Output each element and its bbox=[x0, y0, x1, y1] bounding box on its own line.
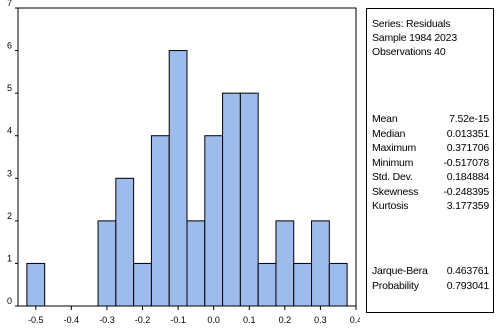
histogram-bar bbox=[26, 262, 46, 307]
histogram-bar bbox=[204, 135, 224, 307]
x-tick-label: -0.1 bbox=[170, 315, 186, 325]
stat-row-skewness: Skewness -0.248395 bbox=[372, 185, 489, 200]
y-tick-label: 3 bbox=[7, 168, 12, 178]
stats-header: Series: Residuals Sample 1984 2023 Obser… bbox=[372, 17, 457, 59]
stat-row-median: Median 0.013351 bbox=[372, 127, 489, 142]
descriptive-stats: Mean 7.52e-15 Median 0.013351 Maximum 0.… bbox=[372, 112, 489, 214]
histogram-bar bbox=[168, 50, 188, 307]
stat-row-jarque-bera: Jarque-Bera 0.463761 bbox=[372, 264, 489, 279]
histogram-bar bbox=[275, 220, 295, 307]
histogram-bar bbox=[115, 177, 135, 307]
stat-row-std-dev: Std. Dev. 0.184884 bbox=[372, 170, 489, 185]
histogram-bar bbox=[257, 262, 277, 307]
x-tick-label: -0.2 bbox=[135, 315, 151, 325]
histogram-bar bbox=[239, 92, 259, 307]
observation-count: Observations 40 bbox=[372, 46, 446, 58]
stat-value: -0.248395 bbox=[443, 185, 490, 198]
plot-frame bbox=[17, 7, 357, 307]
sample-range: Sample 1984 2023 bbox=[372, 32, 457, 44]
stat-label: Minimum bbox=[372, 156, 414, 169]
stat-label: Maximum bbox=[372, 142, 417, 154]
y-tick-label: 5 bbox=[7, 83, 12, 93]
stat-label: Kurtosis bbox=[372, 200, 409, 212]
stat-value: 0.184884 bbox=[446, 171, 489, 183]
x-tick-label: 0.4 bbox=[350, 315, 360, 325]
x-axis: -0.5 -0.4 -0.3 -0.2 -0.1 0.0 0.1 0.2 0.3 0.4 bbox=[28, 306, 360, 325]
histogram-bar bbox=[328, 262, 348, 307]
stat-row-minimum: Minimum -0.517078 bbox=[372, 156, 489, 171]
histogram-bar bbox=[97, 220, 117, 307]
stat-value: 0.013351 bbox=[446, 127, 489, 140]
stat-row-kurtosis: Kurtosis 3.177359 bbox=[372, 199, 489, 214]
stat-row-probability: Probability 0.793041 bbox=[372, 279, 489, 294]
histogram-bar bbox=[133, 262, 152, 307]
stat-row-mean: Mean 7.52e-15 bbox=[372, 112, 489, 127]
stat-label: Median bbox=[372, 127, 406, 140]
stat-row-maximum: Maximum 0.371706 bbox=[372, 141, 489, 156]
stat-label: Skewness bbox=[372, 185, 419, 198]
stat-label: Mean bbox=[372, 113, 398, 125]
y-tick-label: 7 bbox=[7, 0, 12, 8]
histogram-chart: 0 1 2 3 4 5 6 7 -0.5 -0.4 -0.3 -0.2 -0.1 0.0 0.1 0.2 0.… bbox=[7, 0, 360, 325]
histogram-bar bbox=[311, 220, 330, 307]
normality-test: Jarque-Bera 0.463761 Probability 0.79304… bbox=[372, 264, 489, 293]
x-tick-label: 0.0 bbox=[207, 315, 220, 325]
x-tick-label: 0.2 bbox=[279, 315, 292, 325]
histogram-bar bbox=[186, 220, 206, 307]
y-tick-label: 2 bbox=[7, 211, 12, 221]
y-tick-label: 0 bbox=[7, 296, 12, 306]
stat-value: 0.793041 bbox=[446, 279, 489, 292]
stat-label: Std. Dev. bbox=[372, 171, 413, 183]
stat-label: Jarque-Bera bbox=[372, 265, 428, 277]
stat-value: -0.517078 bbox=[443, 156, 490, 169]
x-tick-label: -0.5 bbox=[28, 315, 44, 325]
series-name: Series: Residuals bbox=[372, 18, 451, 30]
histogram-bar bbox=[222, 92, 241, 307]
x-tick-label: -0.4 bbox=[64, 315, 80, 325]
histogram-svg: 0 1 2 3 4 5 6 7 -0.5 -0.4 -0.3 -0.2 -0.1 0.0 0.1 0.2 0.… bbox=[7, 0, 360, 325]
stat-label: Probability bbox=[372, 279, 419, 292]
bars-layer bbox=[26, 50, 348, 307]
histogram-bar bbox=[150, 135, 170, 307]
x-tick-label: 0.3 bbox=[314, 315, 327, 325]
stat-value: 3.177359 bbox=[446, 200, 489, 212]
x-tick-label: -0.3 bbox=[99, 315, 115, 325]
y-axis: 0 1 2 3 4 5 6 7 bbox=[7, 0, 18, 307]
y-tick-label: 4 bbox=[7, 126, 12, 136]
stat-value: 0.463761 bbox=[446, 265, 489, 277]
stat-value: 0.371706 bbox=[446, 142, 489, 154]
x-tick-label: 0.1 bbox=[243, 315, 256, 325]
statistics-panel: Series: Residuals Sample 1984 2023 Obser… bbox=[366, 8, 494, 313]
stat-value: 7.52e-15 bbox=[449, 113, 489, 125]
histogram-bar bbox=[293, 262, 313, 307]
y-tick-label: 1 bbox=[7, 253, 12, 263]
y-tick-label: 6 bbox=[7, 41, 12, 51]
